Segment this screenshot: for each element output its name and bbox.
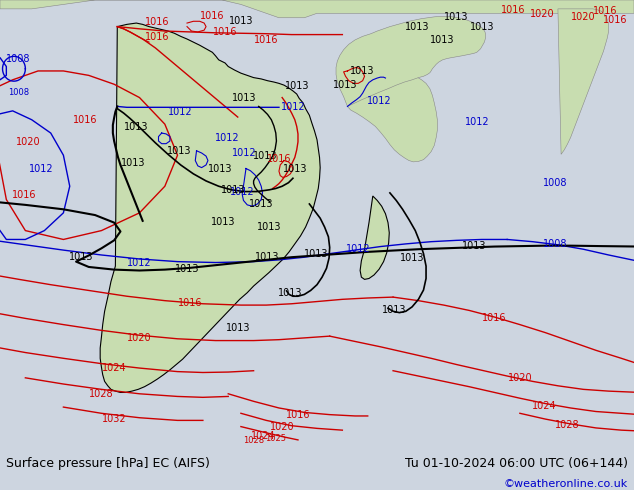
Text: 1016: 1016 bbox=[12, 190, 36, 200]
Text: 1016: 1016 bbox=[267, 154, 291, 164]
Text: 1025: 1025 bbox=[265, 434, 287, 442]
Text: 1012: 1012 bbox=[215, 133, 239, 144]
Text: 1013: 1013 bbox=[470, 22, 494, 32]
Text: 1016: 1016 bbox=[145, 17, 169, 27]
Polygon shape bbox=[558, 9, 609, 154]
Text: 1013: 1013 bbox=[285, 81, 309, 92]
Text: 1012: 1012 bbox=[281, 102, 305, 112]
Text: 1013: 1013 bbox=[462, 241, 486, 251]
Text: 1008: 1008 bbox=[8, 88, 29, 97]
Text: ©weatheronline.co.uk: ©weatheronline.co.uk bbox=[503, 479, 628, 490]
Text: 1013: 1013 bbox=[304, 248, 328, 259]
Text: 1013: 1013 bbox=[211, 217, 235, 227]
Text: 1024: 1024 bbox=[251, 431, 275, 441]
Text: 1008: 1008 bbox=[543, 178, 567, 188]
Text: 1013: 1013 bbox=[430, 35, 455, 45]
Polygon shape bbox=[347, 76, 437, 162]
Text: 1013: 1013 bbox=[444, 12, 469, 22]
Text: 1013: 1013 bbox=[253, 151, 277, 161]
Text: 1032: 1032 bbox=[102, 414, 126, 424]
Text: 1012: 1012 bbox=[169, 107, 193, 117]
Text: 1013: 1013 bbox=[249, 199, 273, 209]
Text: 1012: 1012 bbox=[29, 164, 53, 173]
Text: 1013: 1013 bbox=[229, 16, 253, 26]
Text: 1016: 1016 bbox=[501, 5, 526, 15]
Text: 1013: 1013 bbox=[278, 288, 302, 298]
Polygon shape bbox=[360, 196, 389, 279]
Polygon shape bbox=[336, 16, 486, 106]
Text: 1020: 1020 bbox=[270, 422, 294, 433]
Text: 1008: 1008 bbox=[543, 239, 567, 249]
Text: 1013: 1013 bbox=[405, 22, 429, 32]
Polygon shape bbox=[0, 0, 634, 18]
Text: 1020: 1020 bbox=[530, 9, 554, 19]
Text: 1013: 1013 bbox=[400, 253, 424, 263]
Text: 1012: 1012 bbox=[346, 244, 370, 254]
Text: 1016: 1016 bbox=[200, 11, 224, 21]
Text: 1012: 1012 bbox=[367, 96, 391, 106]
Text: 1016: 1016 bbox=[74, 115, 98, 125]
Text: Tu 01-10-2024 06:00 UTC (06+144): Tu 01-10-2024 06:00 UTC (06+144) bbox=[404, 457, 628, 469]
Text: 1020: 1020 bbox=[127, 333, 152, 343]
Text: 1013: 1013 bbox=[175, 264, 199, 274]
Text: 1016: 1016 bbox=[254, 35, 278, 45]
Text: 1012: 1012 bbox=[232, 147, 256, 158]
Text: 1020: 1020 bbox=[16, 137, 41, 147]
Text: 1012: 1012 bbox=[230, 187, 254, 196]
Text: Surface pressure [hPa] EC (AIFS): Surface pressure [hPa] EC (AIFS) bbox=[6, 457, 210, 469]
Text: 1013: 1013 bbox=[333, 80, 358, 90]
Text: 1012: 1012 bbox=[465, 117, 489, 127]
Text: 1016: 1016 bbox=[213, 27, 237, 37]
Text: 1013: 1013 bbox=[167, 146, 191, 156]
Text: 1016: 1016 bbox=[603, 15, 627, 25]
Text: 1013: 1013 bbox=[124, 122, 148, 132]
Text: 1028: 1028 bbox=[555, 420, 579, 430]
Text: 1013: 1013 bbox=[232, 93, 256, 102]
Text: 1028: 1028 bbox=[243, 436, 264, 445]
Text: 1016: 1016 bbox=[178, 298, 202, 308]
Text: 1020: 1020 bbox=[508, 373, 532, 383]
Text: 1013: 1013 bbox=[120, 158, 145, 168]
Text: 1016: 1016 bbox=[145, 32, 169, 42]
Text: 1024: 1024 bbox=[102, 363, 126, 373]
Text: 1016: 1016 bbox=[593, 6, 618, 16]
Text: 1013: 1013 bbox=[226, 323, 250, 333]
Text: 1012: 1012 bbox=[127, 258, 152, 268]
Text: 1016: 1016 bbox=[286, 410, 310, 419]
Text: 1020: 1020 bbox=[571, 12, 595, 22]
Text: 1013: 1013 bbox=[257, 222, 281, 232]
Text: 1013: 1013 bbox=[256, 252, 280, 262]
Text: 1013: 1013 bbox=[351, 66, 375, 76]
Text: 1013: 1013 bbox=[209, 165, 233, 174]
Text: 1028: 1028 bbox=[89, 389, 113, 399]
Polygon shape bbox=[100, 23, 320, 392]
Text: 1008: 1008 bbox=[6, 53, 31, 64]
Text: 1016: 1016 bbox=[482, 314, 507, 323]
Text: 1013: 1013 bbox=[69, 252, 93, 262]
Text: 1024: 1024 bbox=[532, 401, 556, 411]
Text: 1013: 1013 bbox=[221, 185, 245, 195]
Text: 1013: 1013 bbox=[283, 164, 307, 173]
Text: 1013: 1013 bbox=[382, 304, 406, 315]
